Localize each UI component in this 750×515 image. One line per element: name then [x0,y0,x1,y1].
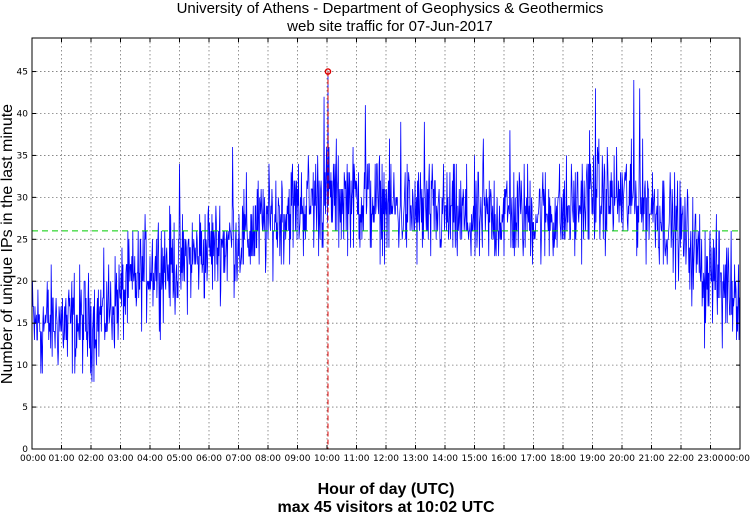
x-tick-label-3: 03:00 [108,454,134,464]
y-tick-label-4: 20 [17,277,29,287]
x-tick-label-15: 15:00 [462,454,488,464]
x-tick-label-8: 08:00 [255,454,281,464]
y-tick-label-9: 45 [17,68,28,78]
x-tick-label-1: 01:00 [49,454,75,464]
series-ips [31,71,740,382]
x-axis-ticks: 00:00 01:00 02:00 03:00 04:00 05:00 06:00 07:00… [20,38,750,464]
x-tick-label-17: 17:00 [521,454,547,464]
max-marker-point [324,68,332,75]
x-tick-label-10: 10:00 [314,454,340,464]
y-tick-label-3: 15 [17,319,28,329]
x-tick-label-4: 04:00 [137,454,163,464]
x-tick-label-13: 13:00 [403,454,429,464]
y-tick-label-8: 40 [17,109,29,119]
y-tick-label-2: 10 [17,361,29,371]
x-tick-label-5: 05:00 [167,454,193,464]
y-axis-label: Number of unique IPs in the last minute [0,104,16,384]
annotations [32,68,740,449]
x-tick-label-16: 16:00 [491,454,517,464]
y-tick-label-7: 35 [17,151,28,161]
x-tick-label-11: 11:00 [344,454,370,464]
x-tick-label-22: 22:00 [668,454,694,464]
x-axis-label-max-note: max 45 visitors at 10:02 UTC [278,499,495,515]
x-tick-label-0: 00:00 [20,454,46,464]
x-tick-label-6: 06:00 [196,454,222,464]
x-tick-label-9: 09:00 [285,454,311,464]
y-tick-label-6: 30 [17,193,29,203]
x-axis-label: Hour of day (UTC) [318,481,455,498]
x-tick-label-18: 18:00 [550,454,576,464]
x-tick-label-7: 07:00 [226,454,252,464]
y-axis-ticks: 0 5 10 15 20 25 30 35 40 45 [17,68,740,455]
x-tick-label-2: 02:00 [78,454,104,464]
y-tick-label-1: 5 [22,403,28,413]
x-tick-label-14: 14:00 [432,454,458,464]
x-tick-label-24: 00:00 [724,454,750,464]
x-tick-label-23: 23:00 [698,454,724,464]
x-tick-label-12: 12:00 [373,454,399,464]
x-tick-label-21: 21:00 [639,454,665,464]
y-tick-label-0: 0 [22,445,28,455]
chart-title-line-2: web site traffic for 07-Jun-2017 [286,18,493,35]
chart-title-line-1: University of Athens - Department of Geo… [177,0,604,17]
series-line-ips [31,71,740,382]
x-tick-label-20: 20:00 [609,454,635,464]
x-tick-label-19: 19:00 [580,454,606,464]
y-tick-label-5: 25 [17,235,28,245]
